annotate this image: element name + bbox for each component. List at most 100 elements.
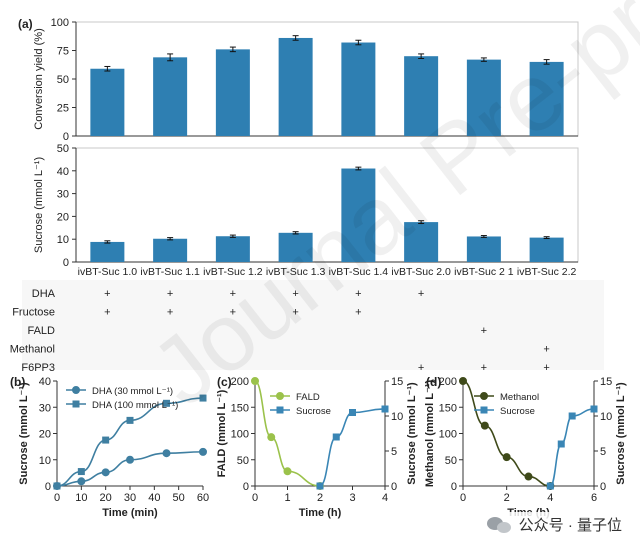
- c-y-tick-label-right: 0: [391, 481, 397, 493]
- a_bottom-bar: [341, 168, 376, 262]
- a_top-bar: [466, 59, 501, 137]
- d-y-tick-label: 0: [451, 481, 457, 493]
- d-data-point: [568, 412, 576, 420]
- a_top-y-tick-label: 75: [57, 46, 69, 58]
- c-y-tick-label: 150: [231, 402, 249, 414]
- c-data-point: [316, 482, 324, 490]
- c-y-tick-label-right: 5: [391, 446, 397, 458]
- b-legend-label: DHA (30 mmol L⁻¹): [92, 386, 173, 397]
- b-data-point: [53, 482, 61, 490]
- c-series-line: [254, 380, 321, 487]
- c-x-tick-label: 1: [284, 492, 290, 504]
- c-y-tick-label: 200: [231, 376, 249, 388]
- b-x-tick-label: 30: [124, 492, 136, 504]
- b-legend-marker: [72, 400, 80, 408]
- a-table-plus-mark: +: [481, 325, 487, 337]
- c-legend-label: FALD: [296, 392, 320, 403]
- b-y-tick-label: 10: [39, 455, 51, 467]
- a_top-bar: [529, 61, 564, 136]
- d-data-point: [459, 377, 467, 385]
- wechat-account-text: 公众号 · 量子位: [518, 517, 622, 534]
- a_bottom-category-label: ivBT-Suc 1.2: [203, 266, 263, 278]
- a_top-bar: [90, 68, 125, 136]
- a-table-plus-mark: +: [481, 362, 487, 374]
- a-table-plus-mark: +: [292, 307, 298, 319]
- a_top-bar: [215, 49, 250, 136]
- c-legend-marker: [276, 392, 284, 400]
- wechat-badge: 公众号 · 量子位: [482, 512, 626, 537]
- b-y-tick-label: 0: [45, 481, 51, 493]
- c-x-tick-label: 0: [252, 492, 258, 504]
- c-legend-marker: [276, 406, 284, 414]
- c-y-tick-label-right: 15: [391, 376, 403, 388]
- a_bottom-bar: [466, 236, 501, 262]
- a_bottom-y-tick-label: 0: [63, 257, 69, 269]
- d-y-tick-label: 200: [439, 376, 457, 388]
- b-x-tick-label: 10: [75, 492, 87, 504]
- d-x-tick-label: 0: [460, 492, 466, 504]
- a-table-row-label: Methanol: [10, 344, 55, 356]
- a_bottom-y-axis-label: Sucrose (mmol L⁻¹): [33, 157, 45, 253]
- d-y-tick-label: 50: [445, 455, 457, 467]
- a_bottom-y-tick-label: 30: [57, 189, 69, 201]
- a_bottom-y-tick-label: 50: [57, 143, 69, 155]
- b-y-tick-label: 40: [39, 376, 51, 388]
- d-data-point: [590, 405, 598, 413]
- a-table-plus-mark: +: [230, 307, 236, 319]
- a_top-y-tick-label: 100: [51, 17, 69, 29]
- d-x-tick-label: 6: [591, 492, 597, 504]
- d-y-tick-label-right: 5: [600, 446, 606, 458]
- c-x-tick-label: 3: [349, 492, 355, 504]
- a_top-bar: [341, 42, 376, 136]
- a_bottom-y-tick-label: 20: [57, 211, 69, 223]
- a_top-y-tick-label: 25: [57, 103, 69, 115]
- d-data-point: [524, 472, 533, 481]
- c-x-tick-label: 4: [382, 492, 388, 504]
- c-y-axis-label: FALD (mmol L⁻¹): [216, 389, 228, 477]
- a_top-y-tick-label: 0: [63, 131, 69, 143]
- a_top-y-tick-label: 50: [57, 74, 69, 86]
- a_bottom-category-label: ivBT-Suc 1.1: [140, 266, 200, 278]
- b-x-tick-label: 20: [100, 492, 112, 504]
- a_bottom-category-label: ivBT-Suc 1.4: [329, 266, 389, 278]
- c-x-axis-label: Time (h): [299, 507, 342, 519]
- a_bottom-category-label: ivBT-Suc 1.0: [78, 266, 138, 278]
- a-table-plus-mark: +: [230, 288, 236, 300]
- a_bottom-y-tick-label: 10: [57, 234, 69, 246]
- d-legend-marker: [480, 406, 488, 414]
- a_top-y-axis-label: Conversion yield (%): [33, 28, 45, 129]
- b-data-point: [77, 477, 86, 486]
- c-y-tick-label: 0: [243, 481, 249, 493]
- b-x-tick-label: 0: [54, 492, 60, 504]
- c-y-axis-label-right: Sucrose (mmol L⁻¹): [406, 382, 418, 485]
- c-data-point: [332, 433, 340, 441]
- c-series-line: [319, 408, 386, 487]
- b-data-point: [102, 436, 110, 444]
- a-table-plus-mark: +: [104, 288, 110, 300]
- c-y-tick-label-right: 10: [391, 411, 403, 423]
- a-table-plus-mark: +: [543, 362, 549, 374]
- a_bottom-bar: [529, 237, 564, 262]
- b-legend-label: DHA (100 mmol L⁻¹): [92, 400, 178, 411]
- a_top-frame: [75, 21, 579, 137]
- d-series-line: [549, 408, 595, 487]
- a-table-row-label: FALD: [27, 325, 55, 337]
- c-data-point: [349, 409, 356, 416]
- d-legend-label: Methanol: [500, 392, 539, 403]
- b-data-point: [163, 399, 170, 407]
- a-table-plus-mark: +: [167, 307, 173, 319]
- c-x-tick-label: 2: [317, 492, 323, 504]
- d-y-axis-label-right: Sucrose (mmol L⁻¹): [615, 382, 627, 485]
- c-data-point: [251, 377, 259, 385]
- a_bottom-bar: [278, 232, 313, 262]
- a-table-plus-mark: +: [292, 288, 298, 300]
- b-y-tick-label: 30: [39, 402, 51, 414]
- panel-label-d: (d): [426, 375, 441, 389]
- c-y-tick-label: 50: [237, 455, 249, 467]
- b-x-axis-label: Time (min): [102, 507, 158, 519]
- a-table-plus-mark: +: [104, 307, 110, 319]
- d-legend-marker: [480, 392, 488, 400]
- d-legend-label: Sucrose: [500, 406, 535, 417]
- a_bottom-bar: [153, 238, 188, 262]
